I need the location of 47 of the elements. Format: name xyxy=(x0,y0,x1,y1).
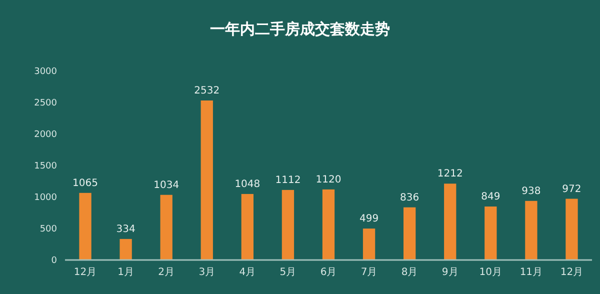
y-tick-label: 1000 xyxy=(34,193,58,204)
bar xyxy=(160,194,172,260)
x-tick-label: 6月 xyxy=(320,267,337,278)
x-tick-label: 3月 xyxy=(198,267,216,278)
data-label: 1120 xyxy=(316,174,342,186)
data-label: 1048 xyxy=(234,178,260,190)
data-label: 972 xyxy=(562,184,582,195)
x-tick-label: 4月 xyxy=(239,267,256,278)
x-tick-label: 10月 xyxy=(479,267,502,278)
x-tick-label: 11月 xyxy=(520,267,543,278)
y-tick-label: 1500 xyxy=(34,162,58,172)
y-tick-label: 500 xyxy=(40,224,58,235)
bar xyxy=(200,100,213,260)
x-tick-label: 9月 xyxy=(442,267,458,278)
data-label: 2532 xyxy=(194,85,220,96)
bar xyxy=(362,228,376,260)
bar xyxy=(79,192,92,260)
bar xyxy=(241,194,254,260)
x-tick-label: 8月 xyxy=(401,267,418,278)
bar xyxy=(120,238,132,260)
bar xyxy=(444,184,456,260)
data-label: 849 xyxy=(481,192,500,203)
x-tick-label: 5月 xyxy=(280,267,296,278)
data-label: 1112 xyxy=(275,174,301,186)
y-tick-label: 0 xyxy=(51,256,58,266)
data-label: 938 xyxy=(522,186,541,197)
data-label: 1212 xyxy=(437,168,463,180)
x-tick-label: 7月 xyxy=(360,267,378,278)
data-label: 334 xyxy=(116,224,136,235)
chart-title: 一年内二手房成交套数走势 xyxy=(210,20,390,38)
data-label: 836 xyxy=(400,192,420,204)
y-tick-label: 3000 xyxy=(34,67,58,78)
y-tick-label: 2500 xyxy=(34,98,58,109)
bar xyxy=(403,207,416,260)
x-tick-label: 12月 xyxy=(74,267,97,278)
bar xyxy=(525,200,538,260)
data-label: 499 xyxy=(359,214,379,225)
data-label: 1034 xyxy=(154,180,180,191)
x-tick-label: 12月 xyxy=(560,267,584,278)
bar xyxy=(566,198,578,260)
x-tick-label: 1月 xyxy=(118,267,134,278)
data-label: 1065 xyxy=(72,178,98,189)
y-tick-label: 2000 xyxy=(34,130,58,140)
bar xyxy=(282,190,294,260)
x-tick-label: 2月 xyxy=(158,267,175,278)
bar xyxy=(484,206,497,260)
bar xyxy=(322,189,335,260)
